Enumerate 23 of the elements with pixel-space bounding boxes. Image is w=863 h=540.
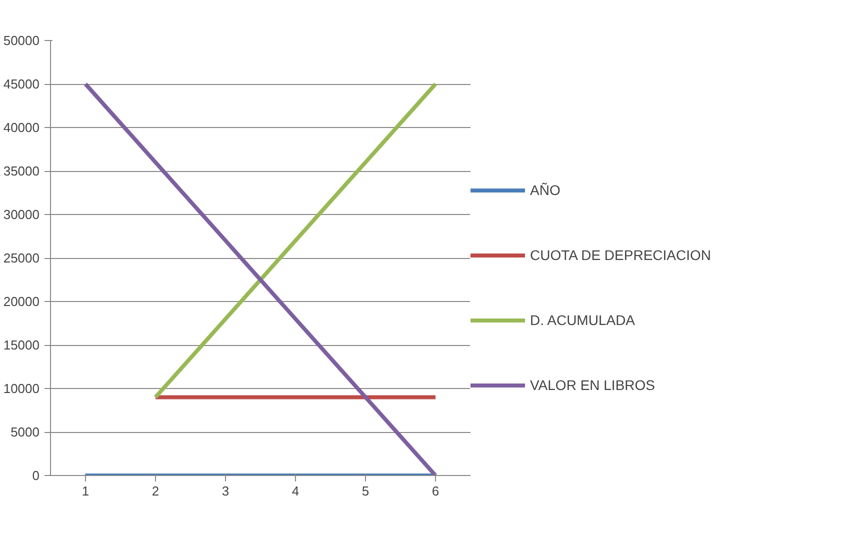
x-tick-label: 4 [292, 484, 300, 498]
y-tick-label: 40000 [3, 120, 40, 135]
y-tick-label: 5000 [10, 424, 40, 440]
x-tick-label: 2 [152, 484, 160, 498]
legend-label: D. ACUMULADA [530, 312, 636, 328]
legend-label: CUOTA DE DEPRECIACION [530, 247, 711, 263]
y-tick-label: 50000 [3, 33, 40, 48]
y-tick-label: 15000 [3, 338, 40, 352]
line-series [84, 82, 438, 476]
y-tick-label: 35000 [3, 164, 40, 178]
legend-label: AÑO [530, 182, 560, 198]
x-tick-label: 5 [362, 484, 370, 498]
y-tick-label: 20000 [3, 294, 40, 309]
y-tick-label: 25000 [3, 250, 40, 266]
legend-label: VALOR EN LIBROS [530, 377, 656, 393]
x-tick-label: 1 [82, 484, 90, 498]
y-tick-label: 45000 [3, 76, 40, 92]
y-tick-label: 30000 [3, 207, 40, 222]
line-series [154, 82, 438, 400]
y-tick-label: 10000 [3, 381, 40, 396]
y-tick-label: 0 [32, 468, 40, 483]
x-tick-label: 3 [222, 484, 230, 498]
x-tick-label: 6 [432, 484, 440, 498]
